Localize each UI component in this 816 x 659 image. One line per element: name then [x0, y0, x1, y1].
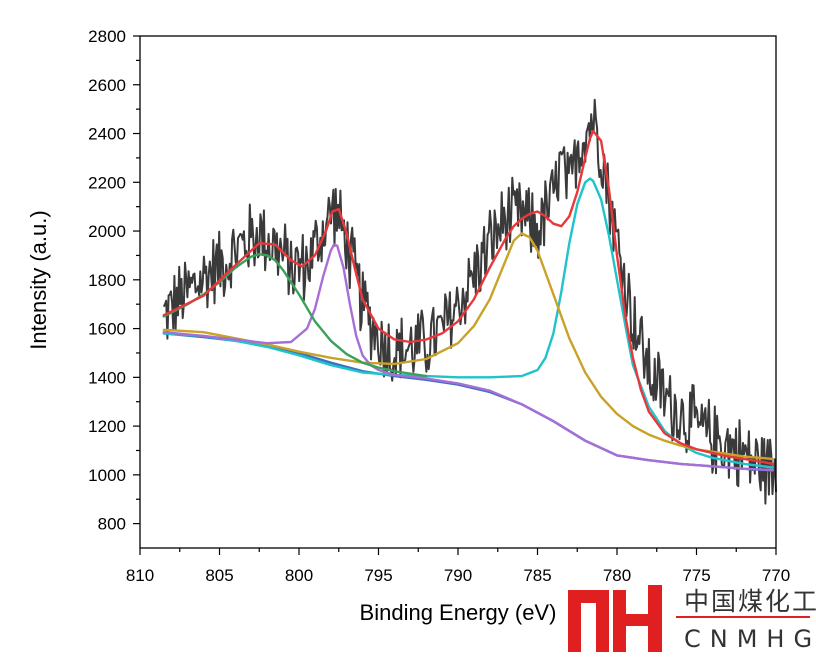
- y-tick-label: 2400: [88, 125, 126, 144]
- logo-bar-2: [581, 590, 609, 603]
- x-tick-label: 805: [205, 566, 233, 585]
- x-tick-label: 775: [682, 566, 710, 585]
- y-tick-label: 800: [98, 515, 126, 534]
- watermark-rule: [676, 616, 810, 618]
- x-tick-labels: 810 805 800 795 790 785 780 775 770: [126, 566, 790, 585]
- logo-bar-4: [613, 590, 626, 652]
- watermark-logo: 中国煤化工 CNMHG: [566, 584, 816, 659]
- y-tick-label: 2600: [88, 76, 126, 95]
- x-tick-label: 790: [444, 566, 472, 585]
- y-tick-label: 2200: [88, 173, 126, 192]
- logo-bar-1: [568, 590, 581, 652]
- y-tick-label: 1800: [88, 271, 126, 290]
- fit-curve-0: [162, 129, 774, 466]
- x-tick-label: 770: [762, 566, 790, 585]
- raw-data-trace: [162, 98, 777, 505]
- plot-curves: [162, 98, 777, 505]
- logo-bar-6: [648, 585, 662, 652]
- x-axis-title: Binding Energy (eV): [360, 600, 557, 625]
- fit-curve-2: [162, 243, 774, 472]
- y-tick-label: 1200: [88, 417, 126, 436]
- x-tick-label: 785: [523, 566, 551, 585]
- y-tick-labels: 800 1000 1200 1400 1600 1800 2000 2200 2400 2600 2…: [88, 27, 126, 534]
- x-tick-label: 780: [603, 566, 631, 585]
- y-axis-title: Intensity (a.u.): [26, 210, 51, 349]
- x-tick-label: 800: [285, 566, 313, 585]
- watermark-cn-text: 中国煤化工: [684, 587, 816, 616]
- x-tick-label: 795: [364, 566, 392, 585]
- logo-bar-3: [596, 603, 609, 652]
- fit-curve-1: [162, 253, 428, 378]
- y-tick-label: 1600: [88, 320, 126, 339]
- axis-ticks: [133, 35, 777, 555]
- logo-bar-5: [626, 614, 648, 626]
- watermark-en-text: CNMHG: [684, 625, 816, 653]
- y-tick-label: 2000: [88, 222, 126, 241]
- y-tick-label: 1000: [88, 466, 126, 485]
- y-tick-label: 2800: [88, 27, 126, 46]
- fit-curve-4: [162, 177, 774, 469]
- y-tick-label: 1400: [88, 368, 126, 387]
- x-tick-label: 810: [126, 566, 154, 585]
